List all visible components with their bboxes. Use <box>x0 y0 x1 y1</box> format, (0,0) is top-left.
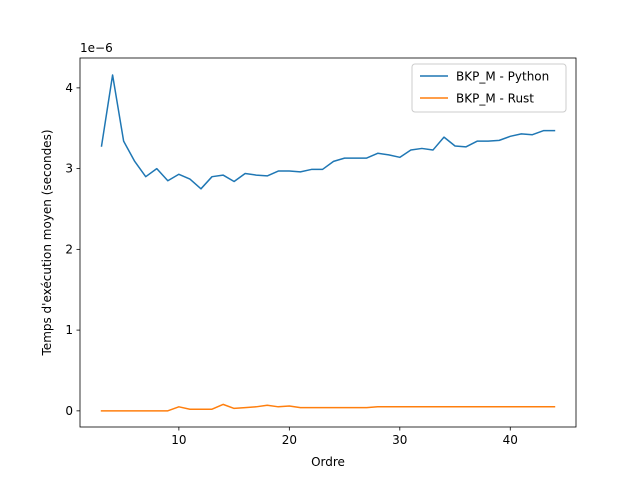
series-line-2 <box>100 403 556 412</box>
x-axis-label: Ordre <box>311 455 345 469</box>
axes-layer: 10 20 30 40 0 1 2 3 4 <box>65 57 577 447</box>
legend-box <box>411 63 567 113</box>
axes-frame <box>79 57 577 428</box>
series-layer <box>100 74 556 412</box>
y-tick-label: 0 <box>65 404 73 418</box>
y-axis-offset-label: 1e−6 <box>80 41 113 55</box>
x-tick-label: 20 <box>282 433 297 447</box>
y-tick-label: 3 <box>65 162 73 176</box>
y-tick-label: 2 <box>65 242 73 256</box>
series-line-1 <box>100 74 556 190</box>
legend-label-2: BKP_M - Rust <box>456 92 534 106</box>
x-tick-label: 30 <box>392 433 407 447</box>
y-tick-label: 1 <box>65 323 73 337</box>
x-tick-label: 10 <box>171 433 186 447</box>
legend-label-1: BKP_M - Python <box>456 70 549 84</box>
y-axis-label: Temps d'exécution moyen (secondes) <box>40 130 54 357</box>
x-tick-label: 40 <box>503 433 518 447</box>
legend: BKP_M - Python BKP_M - Rust <box>411 63 567 113</box>
y-tick-label: 4 <box>65 81 73 95</box>
